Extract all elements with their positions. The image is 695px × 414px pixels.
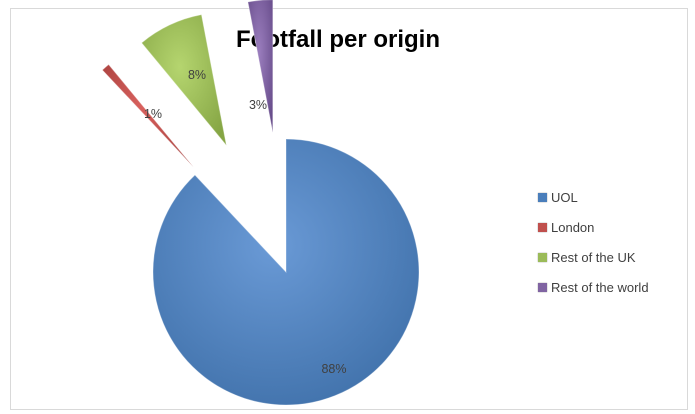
data-label: 1%	[144, 107, 162, 121]
legend-label: Rest of the UK	[551, 249, 636, 265]
data-label: 3%	[249, 98, 267, 112]
pie-slice-london	[101, 63, 194, 168]
legend-item: London	[538, 212, 649, 242]
legend-item: Rest of the UK	[538, 242, 649, 272]
legend-swatch	[538, 252, 547, 262]
pie-slice-uol	[152, 138, 420, 406]
data-label: 8%	[188, 68, 206, 82]
legend-label: Rest of the world	[551, 279, 649, 295]
legend-label: London	[551, 219, 595, 235]
legend-item: UOL	[538, 182, 649, 212]
legend-label: UOL	[551, 189, 578, 205]
legend-swatch	[538, 222, 547, 232]
pie-slice-rest-of-the-uk	[140, 14, 227, 146]
pie-slice-rest-of-the-world	[247, 0, 274, 133]
legend: UOL London Rest of the UK Rest of the world	[538, 182, 649, 302]
legend-swatch	[538, 192, 547, 202]
legend-item: Rest of the world	[538, 272, 649, 302]
legend-swatch	[538, 282, 547, 292]
data-label: 88%	[321, 362, 346, 376]
